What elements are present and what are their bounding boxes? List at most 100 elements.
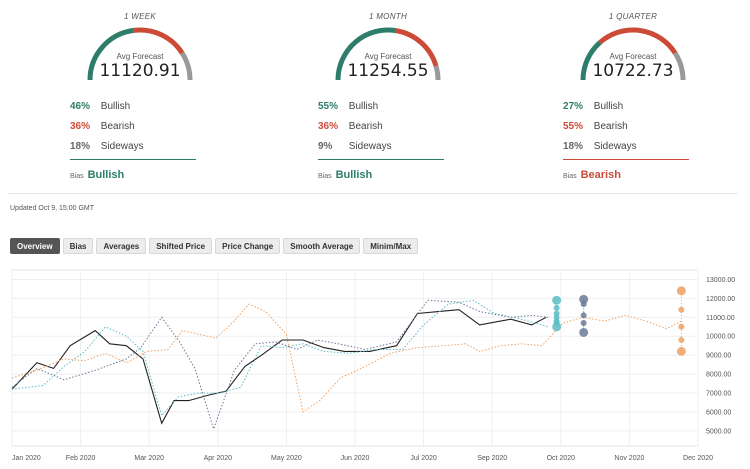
bias-value: Bearish: [580, 169, 621, 181]
x-tick-label: Oct 2020: [547, 455, 576, 462]
bias-value: Bullish: [87, 169, 125, 181]
sideways-row: 18% Sideways: [70, 140, 144, 154]
bearish-label: Bearish: [348, 121, 383, 132]
gauge-icon: [335, 27, 441, 81]
y-tick-label: 12000.00: [706, 296, 735, 303]
avg-forecast-label: Avg Forecast: [116, 52, 164, 61]
gauge-segment: [335, 27, 397, 81]
bullish-row: 27% Bullish: [563, 100, 623, 114]
y-tick-label: 10000.00: [706, 334, 735, 341]
forecast-point: [678, 323, 685, 330]
avg-forecast-value: 10722.73: [592, 61, 674, 81]
gauge-segment: [598, 27, 678, 55]
updated-timestamp: Updated Oct 9, 15:00 GMT: [10, 205, 95, 212]
x-tick-label: Mar 2020: [134, 455, 164, 462]
forecast-point: [579, 327, 589, 337]
y-tick-label: 11000.00: [706, 315, 735, 322]
forecast-point: [580, 312, 587, 319]
avg-forecast-label: Avg Forecast: [364, 52, 412, 61]
bullish-label: Bullish: [593, 101, 624, 112]
gauge-segment: [433, 65, 441, 81]
tab-price-change[interactable]: Price Change: [215, 238, 281, 254]
x-tick-label: Jan 2020: [12, 455, 41, 462]
sideways-row: 18% Sideways: [563, 140, 637, 154]
x-tick-label: Jun 2020: [341, 455, 370, 462]
period-label: 1 QUARTER: [608, 12, 658, 21]
bias-underline: [563, 159, 689, 160]
sideways-pct: 18%: [70, 141, 91, 152]
bearish-pct: 36%: [318, 121, 339, 132]
y-tick-label: 7000.00: [706, 391, 731, 398]
x-tick-label: Sep 2020: [477, 455, 507, 462]
forecast-point: [678, 306, 685, 313]
bias-indicator: Bias Bullish: [70, 169, 124, 181]
bearish-label: Bearish: [593, 121, 628, 132]
forecast-point: [553, 304, 560, 311]
tab-overview[interactable]: Overview: [10, 238, 60, 254]
series-line: [11, 299, 549, 431]
x-tick-label: Dec 2020: [683, 455, 713, 462]
gauge-segment: [87, 27, 135, 81]
bullish-pct: 27%: [563, 101, 584, 112]
avg-forecast-value: 11120.91: [99, 61, 181, 81]
sideways-label: Sideways: [593, 141, 637, 152]
bias-underline: [70, 159, 196, 160]
bearish-row: 55% Bearish: [563, 120, 628, 134]
bias-label: Bias: [318, 173, 332, 180]
series-line: [11, 303, 682, 413]
sideways-pct: 18%: [563, 141, 584, 152]
tab-smooth-average[interactable]: Smooth Average: [283, 238, 361, 254]
bearish-row: 36% Bearish: [70, 120, 135, 134]
series-line: [11, 309, 547, 425]
y-tick-label: 8000.00: [706, 372, 731, 379]
tab-minim-max[interactable]: Minim/Max: [363, 238, 419, 254]
gauge-icon: [580, 27, 686, 81]
bearish-label: Bearish: [100, 121, 135, 132]
y-tick-label: 5000.00: [706, 428, 731, 435]
forecast-chart: 13000.00 12000.00 11000.00 10000.00 9000.00 8…: [0, 266, 750, 469]
sideways-pct: 9%: [318, 141, 333, 152]
y-tick-label: 6000.00: [706, 409, 731, 416]
chart-tabs: Overview Bias Averages Shifted Price Price C…: [10, 238, 419, 254]
forecast-point: [552, 322, 562, 332]
bearish-pct: 55%: [563, 121, 584, 132]
gauge-segment: [133, 27, 185, 55]
forecast-point: [580, 319, 587, 326]
sideways-label: Sideways: [100, 141, 144, 152]
forecast-point: [676, 286, 686, 296]
x-tick-label: Feb 2020: [66, 455, 96, 462]
gauge-segment: [395, 28, 439, 67]
gauge-segment: [180, 51, 193, 81]
sideways-label: Sideways: [348, 141, 392, 152]
bullish-label: Bullish: [100, 101, 131, 112]
x-tick-label: Apr 2020: [204, 455, 233, 462]
tab-bias[interactable]: Bias: [62, 238, 94, 254]
forecast-chart-svg: 13000.00 12000.00 11000.00 10000.00 9000.00 8…: [11, 269, 735, 462]
forecast-point: [580, 301, 587, 308]
bias-label: Bias: [563, 173, 577, 180]
bearish-pct: 36%: [70, 121, 91, 132]
forecast-point: [678, 337, 685, 344]
avg-forecast-value: 11254.55: [347, 61, 429, 81]
bullish-row: 46% Bullish: [70, 100, 130, 114]
tab-shifted-price[interactable]: Shifted Price: [149, 238, 213, 254]
forecast-point: [579, 294, 589, 304]
x-tick-label: Nov 2020: [614, 455, 644, 462]
bias-value: Bullish: [335, 169, 373, 181]
tab-averages[interactable]: Averages: [96, 238, 147, 254]
bias-underline: [318, 159, 444, 160]
sideways-row: 9% Sideways: [318, 140, 392, 154]
x-tick-label: Jul 2020: [410, 455, 437, 462]
forecast-point: [552, 295, 562, 305]
gauge-segment: [580, 40, 602, 81]
period-label: 1 WEEK: [123, 12, 157, 21]
y-tick-label: 13000.00: [706, 277, 735, 284]
bias-label: Bias: [70, 173, 84, 180]
y-tick-label: 9000.00: [706, 353, 731, 360]
bullish-label: Bullish: [348, 101, 379, 112]
bias-indicator: Bias Bearish: [563, 169, 621, 181]
x-tick-label: May 2020: [271, 455, 302, 462]
period-label: 1 MONTH: [368, 12, 408, 21]
bullish-pct: 46%: [70, 101, 91, 112]
gauge-icon: [87, 27, 193, 81]
